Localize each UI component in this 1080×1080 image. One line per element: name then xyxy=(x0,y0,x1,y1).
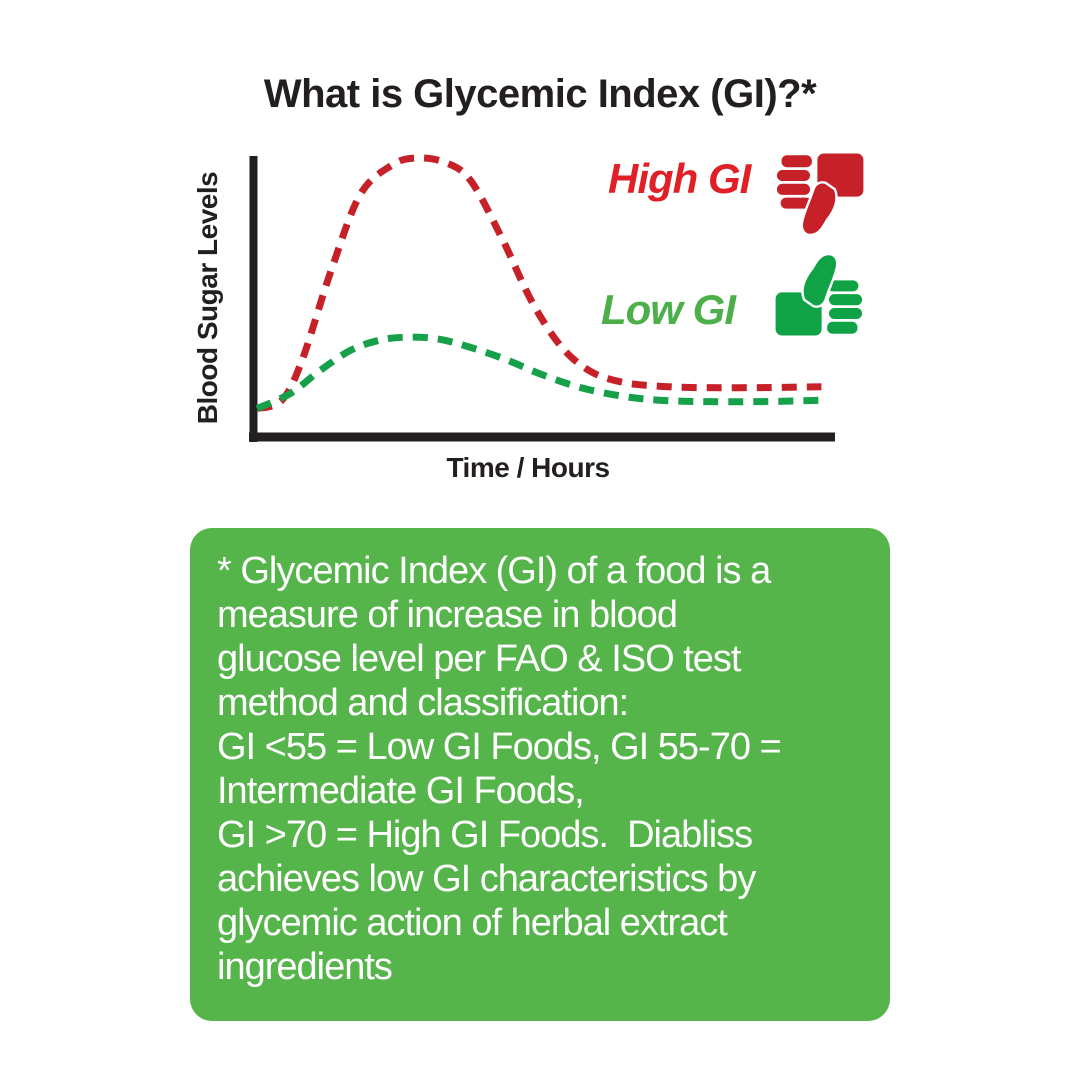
legend-low-gi-label: Low GI xyxy=(601,286,736,333)
high-gi-curve xyxy=(255,154,822,413)
footnote-box: * Glycemic Index (GI) of a food is a mea… xyxy=(190,528,890,1021)
thumbs-up-icon xyxy=(775,252,863,336)
x-axis-label: Time / Hours xyxy=(446,452,610,483)
low-gi-curve xyxy=(255,333,828,412)
y-axis-label: Blood Sugar Levels xyxy=(192,171,223,425)
thumbs-down-icon xyxy=(776,153,864,237)
blood-sugar-chart: Blood Sugar Levels Time / Hours High GI … xyxy=(190,140,890,490)
legend-high-gi-label: High GI xyxy=(608,155,751,202)
chart-canvas xyxy=(249,154,835,442)
footnote-text: * Glycemic Index (GI) of a food is a mea… xyxy=(217,550,782,988)
page-title: What is Glycemic Index (GI)?* xyxy=(263,72,817,116)
